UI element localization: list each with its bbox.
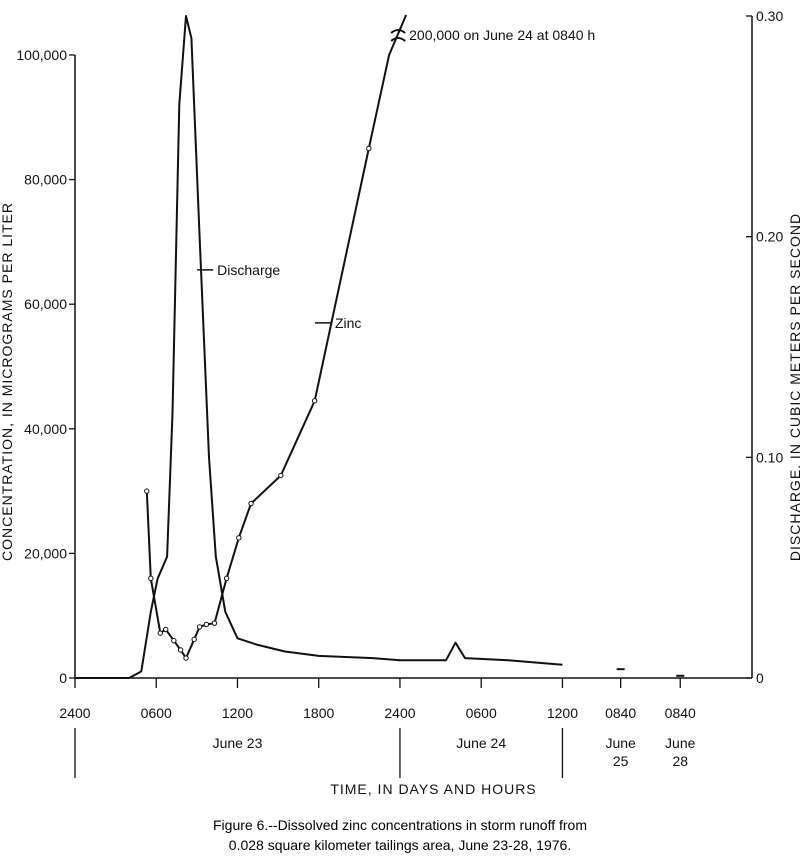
zinc-data-point [196,624,203,630]
left-tick-label: 80,000 [24,172,67,188]
caption-line-2: 0.028 square kilometer tailings area, Ju… [228,837,572,853]
zinc-data-point [157,630,164,636]
x-tick-label: 0840 [665,705,696,721]
zinc-label: Zinc [335,315,361,331]
labels-group: 200,000 on June 24 at 0840 h Zinc Discharg… [197,27,595,331]
right-axis-title: DISCHARGE, IN CUBIC METERS PER SECOND [787,213,800,561]
day-label: June [665,735,696,751]
zinc-data-point [183,655,189,661]
discharge-label: Discharge [217,262,280,278]
discharge-series [75,15,685,679]
right-tick-label: 0 [756,670,764,686]
left-axis-title: CONCENTRATION, IN MICROGRAMS PER LITER [0,202,15,561]
x-tick-label: 2400 [59,705,90,721]
day-label-line2: 25 [613,753,629,769]
zinc-data-point [248,500,254,507]
x-axis-title: TIME, IN DAYS AND HOURS [330,781,536,797]
zinc-data-point [223,575,230,582]
plot-frame [74,16,753,679]
day-label: June [605,735,636,751]
day-label: June 24 [456,735,506,751]
day-label-line2: 28 [672,753,688,769]
left-tick-label: 40,000 [24,421,67,437]
off-scale-note: 200,000 on June 24 at 0840 h [409,27,595,43]
zinc-data-point [311,398,318,404]
left-tick-label: 60,000 [24,296,67,312]
left-tick-label: 20,000 [24,545,67,561]
day-label: June 23 [213,735,263,751]
zinc-data-point [163,626,169,633]
x-tick-label: 0840 [605,705,636,721]
axes: 0 20,000 40,000 60,000 80,000 100,000 0 0.10 0.2… [0,8,800,797]
right-tick-label: 0.10 [756,449,783,465]
left-tick-label: 0 [59,670,67,686]
left-tick-label: 100,000 [16,47,67,63]
x-tick-label: 2400 [384,705,415,721]
zinc-line [145,14,408,660]
right-tick-label: 0.20 [756,229,783,245]
right-tick-label: 0.30 [756,8,783,24]
zinc-data-point [144,488,150,494]
zinc-data-point [148,575,154,582]
x-tick-label: 0600 [141,705,172,721]
zinc-data-point [191,636,197,643]
zinc-data-point [236,535,242,541]
discharge-line [75,15,563,679]
zinc-data-point [366,145,372,152]
break-mark-lower [390,37,406,42]
x-tick-label: 1200 [222,705,253,721]
x-tick-label: 1800 [303,705,334,721]
x-tick-label: 1200 [547,705,578,721]
figure-caption: Figure 6.--Dissolved zinc concentrations… [0,815,800,855]
break-mark-upper [390,29,406,34]
x-tick-label: 0600 [466,705,497,721]
zinc-data-point [278,472,284,479]
zinc-data-point [211,620,218,626]
caption-line-1: Figure 6.--Dissolved zinc concentrations… [213,817,587,833]
zinc-data-point [171,637,177,644]
zinc-series [144,14,408,661]
zinc-data-point [203,621,210,628]
series-group [75,14,685,679]
zinc-data-point [177,647,184,653]
